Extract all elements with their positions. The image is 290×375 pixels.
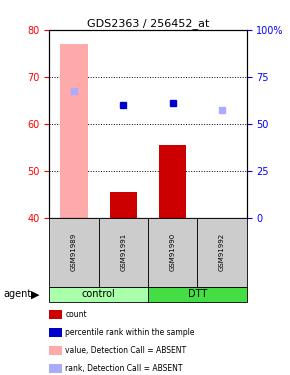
Text: percentile rank within the sample: percentile rank within the sample <box>65 328 195 337</box>
Bar <box>159 145 186 218</box>
Text: agent: agent <box>3 290 31 299</box>
Bar <box>60 44 88 218</box>
Text: GSM91989: GSM91989 <box>71 233 77 272</box>
Text: control: control <box>82 290 115 299</box>
Text: value, Detection Call = ABSENT: value, Detection Call = ABSENT <box>65 346 186 355</box>
Bar <box>110 192 137 217</box>
Title: GDS2363 / 256452_at: GDS2363 / 256452_at <box>87 18 209 29</box>
Text: DTT: DTT <box>188 290 207 299</box>
Text: GSM91991: GSM91991 <box>120 233 126 272</box>
Text: ▶: ▶ <box>30 290 39 299</box>
Text: GSM91990: GSM91990 <box>170 233 175 272</box>
Text: count: count <box>65 310 87 319</box>
Text: rank, Detection Call = ABSENT: rank, Detection Call = ABSENT <box>65 364 183 373</box>
Text: GSM91992: GSM91992 <box>219 233 225 271</box>
